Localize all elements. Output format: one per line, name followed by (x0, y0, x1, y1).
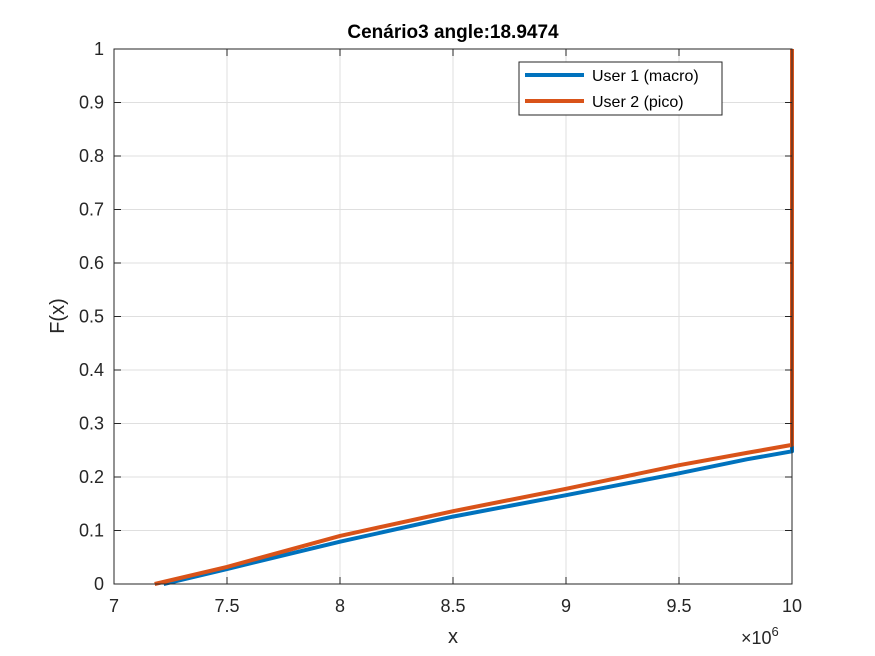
legend-label-user-2: User 2 (pico) (592, 94, 684, 111)
data-series (154, 49, 794, 586)
x-axis-label: x (448, 626, 458, 648)
y-tick-label: 1 (94, 39, 104, 59)
y-tick-labels: 0 0.1 0.2 0.3 0.4 0.5 0.6 0.7 0.8 0.9 1 (79, 39, 104, 594)
y-tick-label: 0.9 (79, 93, 104, 113)
y-tick-label: 0.6 (79, 253, 104, 273)
legend-label-user-1: User 1 (macro) (592, 68, 699, 85)
x-tick-label: 10 (782, 596, 802, 616)
y-tick-label: 0.2 (79, 467, 104, 487)
axis-ticks (113, 48, 793, 585)
x-tick-label: 8.5 (440, 596, 465, 616)
x-axis-multiplier: ×106 (741, 624, 779, 648)
series-line-user-2 (154, 49, 794, 586)
series-line-user-1 (163, 49, 794, 586)
y-tick-label: 0 (94, 574, 104, 594)
x-tick-label: 7 (109, 596, 119, 616)
x-tick-labels: 7 7.5 8 8.5 9 9.5 10 (109, 596, 802, 616)
legend-box (518, 61, 723, 116)
y-tick-label: 0.5 (79, 307, 104, 327)
y-tick-label: 0.8 (79, 146, 104, 166)
x-tick-label: 7.5 (214, 596, 239, 616)
x-tick-label: 9.5 (666, 596, 691, 616)
y-tick-label: 0.1 (79, 521, 104, 541)
y-tick-label: 0.3 (79, 414, 104, 434)
y-tick-label: 0.4 (79, 360, 104, 380)
y-tick-label: 0.7 (79, 200, 104, 220)
legend: User 1 (macro) User 2 (pico) (518, 61, 723, 116)
x-tick-label: 9 (561, 596, 571, 616)
y-axis-label: F(x) (47, 298, 69, 334)
x-tick-label: 8 (335, 596, 345, 616)
chart-title: Cenário3 angle:18.9474 (347, 22, 559, 43)
